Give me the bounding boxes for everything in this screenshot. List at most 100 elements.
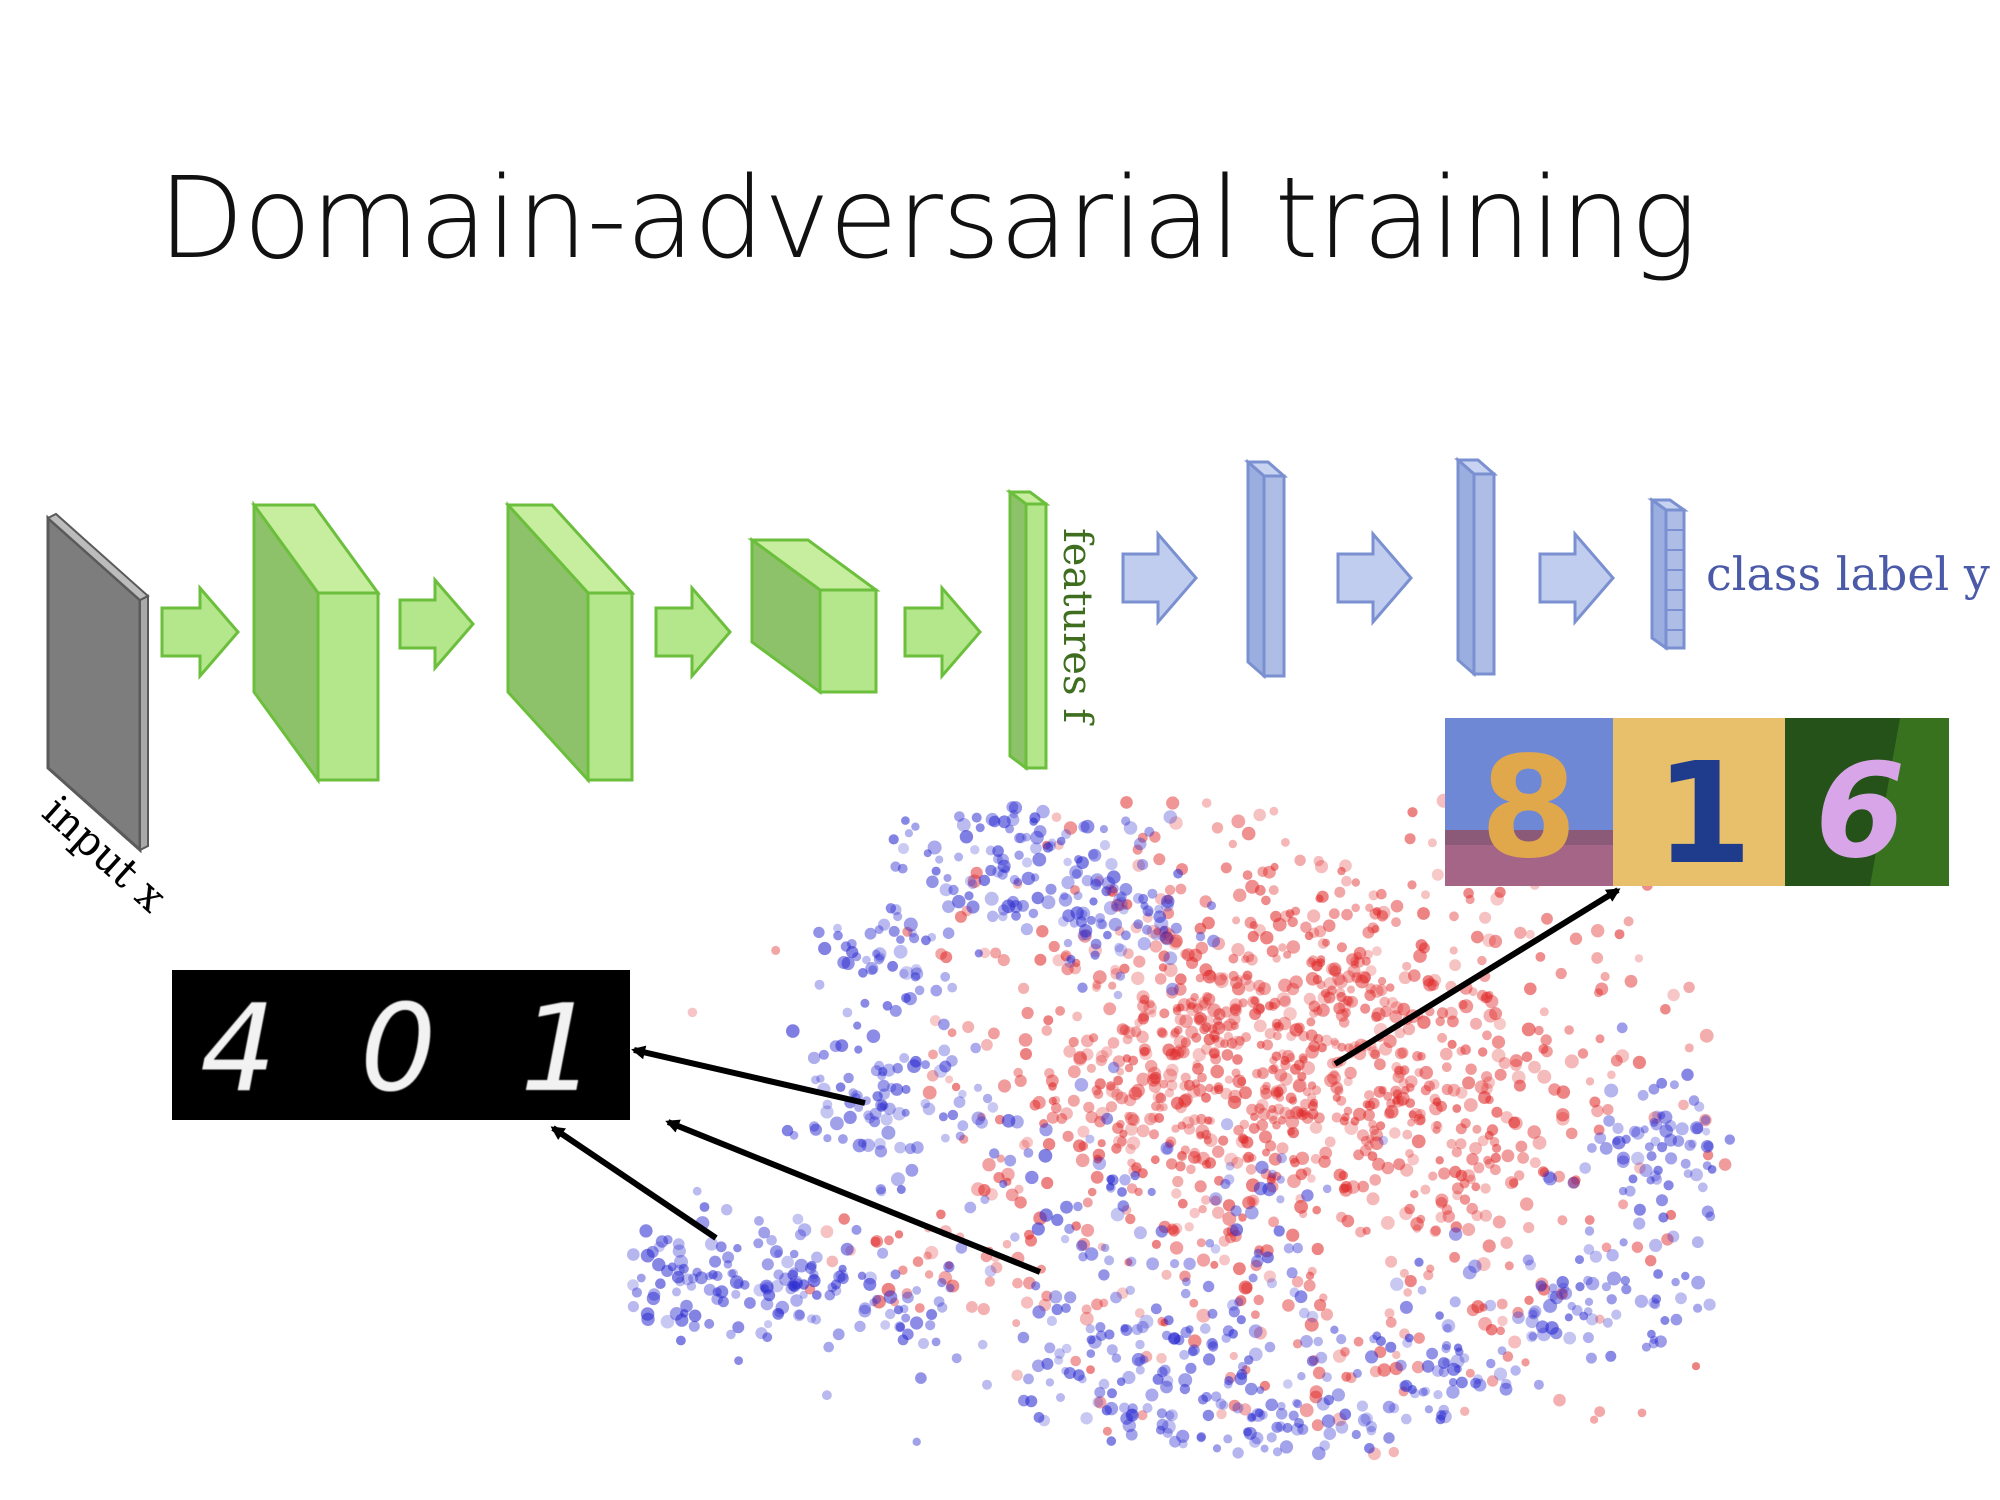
scatter-point bbox=[1504, 1261, 1514, 1271]
scatter-point bbox=[1086, 1365, 1095, 1374]
scatter-point bbox=[1611, 1309, 1622, 1320]
scatter-point bbox=[1229, 1035, 1244, 1050]
scatter-point bbox=[1658, 1110, 1673, 1125]
scatter-point bbox=[1124, 1063, 1134, 1073]
scatter-point bbox=[1286, 1127, 1295, 1136]
scatter-point bbox=[1116, 891, 1127, 902]
scatter-point bbox=[1256, 1040, 1265, 1049]
scatter-point bbox=[1664, 1133, 1678, 1147]
scatter-point bbox=[1523, 1222, 1535, 1234]
scatter-point bbox=[1363, 1109, 1375, 1122]
scatter-point bbox=[1212, 1444, 1222, 1453]
scatter-point bbox=[1438, 1366, 1450, 1378]
scatter-point bbox=[1505, 1176, 1518, 1190]
scatter-point bbox=[967, 879, 978, 890]
scatter-point bbox=[1082, 1197, 1093, 1208]
scatter-point bbox=[1171, 1124, 1180, 1133]
scatter-point bbox=[1220, 1178, 1231, 1190]
scatter-point bbox=[1032, 1305, 1046, 1319]
scatter-point bbox=[1330, 1081, 1343, 1095]
scatter-point bbox=[854, 1320, 866, 1333]
scatter-point bbox=[1376, 1336, 1386, 1347]
scatter-point bbox=[1286, 1267, 1298, 1279]
scatter-point bbox=[1250, 1112, 1259, 1122]
scatter-point bbox=[1486, 1358, 1496, 1369]
scatter-point bbox=[987, 910, 999, 922]
scatter-point bbox=[952, 894, 966, 909]
scatter-point bbox=[1309, 1390, 1323, 1404]
scatter-point bbox=[908, 928, 917, 938]
scatter-point bbox=[1462, 1265, 1477, 1280]
scatter-point bbox=[985, 1188, 998, 1201]
scatter-point bbox=[1490, 1152, 1501, 1163]
scatter-point bbox=[1021, 1006, 1034, 1020]
scatter-point bbox=[1482, 1239, 1496, 1253]
scatter-point bbox=[1069, 962, 1082, 975]
scatter-point bbox=[646, 1291, 661, 1306]
scatter-point bbox=[722, 1251, 735, 1264]
scatter-point bbox=[1307, 1081, 1317, 1090]
scatter-point bbox=[1201, 1129, 1212, 1140]
scatter-point bbox=[1125, 1285, 1136, 1296]
scatter-point bbox=[1283, 1379, 1293, 1389]
scatter-point bbox=[1231, 1156, 1244, 1169]
scatter-point bbox=[1231, 982, 1246, 996]
scatter-point bbox=[1021, 1296, 1034, 1309]
scatter-point bbox=[1041, 1176, 1054, 1190]
scatter-point bbox=[1533, 1379, 1544, 1390]
scatter-point bbox=[881, 1125, 896, 1140]
scatter-point bbox=[957, 1120, 969, 1132]
scatter-point bbox=[1228, 1399, 1241, 1412]
scatter-point bbox=[1271, 1089, 1282, 1100]
scatter-point bbox=[1360, 1003, 1371, 1014]
scatter-point bbox=[1556, 1108, 1570, 1122]
scatter-point bbox=[931, 866, 941, 876]
scatter-point bbox=[1397, 1047, 1409, 1059]
scatter-point bbox=[1104, 1401, 1119, 1416]
scatter-point bbox=[1184, 1222, 1194, 1232]
scatter-point bbox=[655, 1278, 666, 1289]
scatter-point bbox=[1101, 1405, 1112, 1416]
scatter-point bbox=[1106, 1081, 1116, 1091]
scatter-point bbox=[1661, 1233, 1674, 1246]
scatter-point bbox=[1462, 1169, 1476, 1182]
scatter-point bbox=[1525, 1314, 1539, 1329]
scatter-point bbox=[1322, 1372, 1332, 1382]
scatter-point bbox=[1606, 1294, 1617, 1305]
scatter-point bbox=[1449, 1296, 1461, 1308]
scatter-point bbox=[1177, 1150, 1187, 1160]
scatter-point bbox=[1543, 1298, 1558, 1313]
scatter-point bbox=[1170, 922, 1182, 934]
scatter-point bbox=[1476, 1257, 1491, 1272]
scatter-point bbox=[1166, 986, 1178, 999]
scatter-point bbox=[1202, 969, 1217, 984]
scatter-point bbox=[1623, 916, 1634, 927]
scatter-point bbox=[874, 925, 884, 934]
scatter-point bbox=[833, 1270, 846, 1283]
scatter-point bbox=[1553, 1170, 1565, 1183]
scatter-point bbox=[1691, 1362, 1701, 1371]
scatter-point bbox=[1547, 1290, 1559, 1302]
scatter-point bbox=[1143, 1001, 1157, 1015]
scatter-point bbox=[1681, 1068, 1694, 1081]
scatter-point bbox=[1324, 1073, 1338, 1088]
scatter-point bbox=[1379, 1042, 1393, 1056]
scatter-point bbox=[1436, 1100, 1447, 1112]
scatter-point bbox=[1395, 1359, 1407, 1372]
scatter-point bbox=[970, 1042, 981, 1054]
scatter-point bbox=[1118, 904, 1129, 915]
scatter-point bbox=[1209, 1192, 1223, 1206]
scatter-point bbox=[1237, 1361, 1248, 1372]
scatter-point bbox=[1535, 952, 1546, 962]
conv-layer-3 bbox=[747, 537, 881, 695]
scatter-point bbox=[1283, 1007, 1297, 1021]
scatter-point bbox=[1399, 1380, 1410, 1391]
scatter-point bbox=[1472, 1124, 1482, 1134]
scatter-point bbox=[1095, 913, 1105, 923]
scatter-point bbox=[1185, 997, 1197, 1009]
scatter-point bbox=[770, 1245, 783, 1259]
scatter-point bbox=[781, 1255, 794, 1269]
scatter-point bbox=[1665, 1152, 1678, 1165]
scatter-point bbox=[1634, 1162, 1646, 1174]
scatter-point bbox=[1465, 1368, 1475, 1378]
